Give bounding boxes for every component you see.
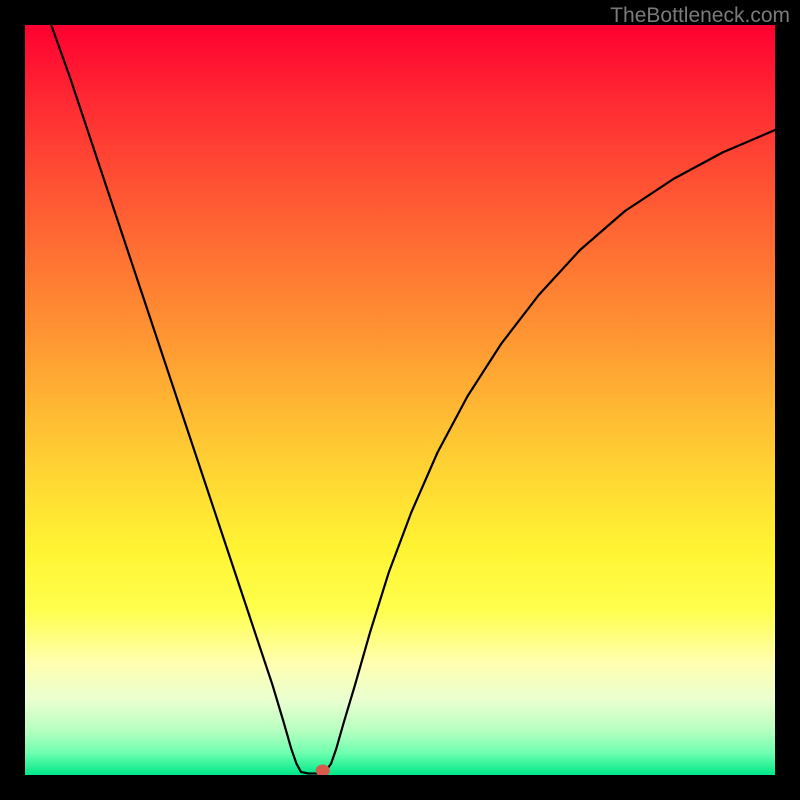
chart-plot-area: [25, 25, 775, 775]
chart-svg: [25, 25, 775, 775]
chart-background: [25, 25, 775, 775]
watermark-text: TheBottleneck.com: [610, 4, 790, 28]
